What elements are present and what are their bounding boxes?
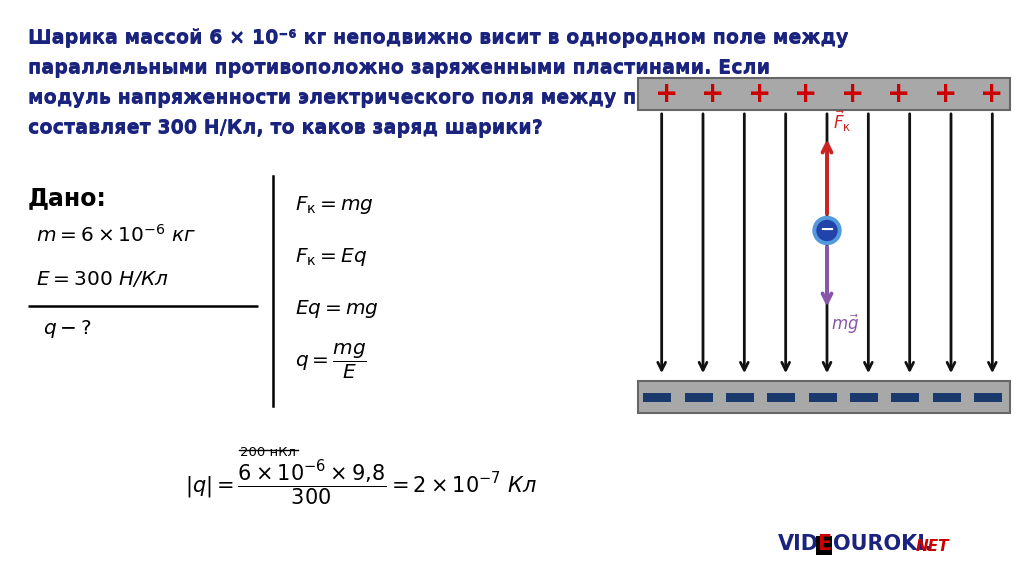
Text: OUROKI.: OUROKI.	[833, 534, 933, 554]
Text: $F_{\rm к} = Eq$: $F_{\rm к} = Eq$	[295, 246, 367, 268]
Text: $q = \dfrac{mg}{E}$: $q = \dfrac{mg}{E}$	[295, 342, 367, 381]
Bar	[767, 392, 796, 401]
Text: Дано:: Дано:	[28, 186, 106, 210]
Bar	[726, 392, 754, 401]
Text: +: +	[701, 80, 724, 108]
Text: $Eq = mg$: $Eq = mg$	[295, 298, 379, 320]
Text: $m\vec{g}$: $m\vec{g}$	[831, 313, 859, 336]
Bar	[933, 392, 961, 401]
Bar	[892, 392, 920, 401]
Bar	[638, 78, 1010, 110]
Bar	[685, 392, 713, 401]
Text: +: +	[748, 80, 771, 108]
Text: +: +	[980, 80, 1004, 108]
Text: VID: VID	[778, 534, 819, 554]
Text: $|q| = \dfrac{6 \times 10^{-6} \times 9{,}8}{300} = 2 \times 10^{-7}$ Кл: $|q| = \dfrac{6 \times 10^{-6} \times 9{…	[185, 458, 537, 507]
Text: NET: NET	[916, 539, 949, 554]
Bar	[850, 392, 879, 401]
Text: 200 нКл: 200 нКл	[240, 446, 296, 459]
Text: $m = 6 \times 10^{-6}$ кг: $m = 6 \times 10^{-6}$ кг	[36, 224, 197, 246]
Text: параллельными противоположно заряженными пластинами. Если: параллельными противоположно заряженными…	[29, 59, 771, 78]
Bar	[809, 392, 837, 401]
Text: $F_{\rm к} = mg$: $F_{\rm к} = mg$	[295, 194, 374, 216]
Text: Шарика массой 6 × 10⁻⁶ кг неподвижно висит в однородном поле между: Шарика массой 6 × 10⁻⁶ кг неподвижно вис…	[28, 28, 849, 47]
Text: $q - ?$: $q - ?$	[43, 318, 92, 340]
Text: +: +	[841, 80, 864, 108]
Bar	[974, 392, 1002, 401]
Text: модуль напряженности электрического поля между пластинами: модуль напряженности электрического поля…	[28, 88, 755, 107]
Circle shape	[813, 217, 841, 244]
Text: составляет 300 Н/Кл, то каков заряд шарики?: составляет 300 Н/Кл, то каков заряд шари…	[28, 118, 543, 137]
Text: +: +	[934, 80, 957, 108]
Text: параллельными противоположно заряженными пластинами. Если: параллельными противоположно заряженными…	[28, 58, 770, 77]
Text: модуль напряженности электрического поля между пластинами: модуль напряженности электрического поля…	[29, 89, 755, 108]
Text: +: +	[887, 80, 910, 108]
Text: $\vec{F}_{\rm к}$: $\vec{F}_{\rm к}$	[833, 108, 851, 134]
Text: +: +	[794, 80, 817, 108]
Text: $E = 300$ Н/Кл: $E = 300$ Н/Кл	[36, 269, 169, 289]
Text: E: E	[817, 534, 831, 554]
Text: +: +	[654, 80, 678, 108]
Bar	[638, 381, 1010, 413]
Bar	[643, 392, 672, 401]
Circle shape	[817, 221, 837, 241]
Bar	[816, 536, 831, 555]
Text: составляет 300 Н/Кл, то каков заряд шарики?: составляет 300 Н/Кл, то каков заряд шари…	[29, 119, 544, 138]
Text: Шарика массой 6 × 10⁻⁶ кг неподвижно висит в однородном поле между: Шарика массой 6 × 10⁻⁶ кг неподвижно вис…	[29, 28, 849, 47]
Text: −: −	[819, 221, 835, 238]
